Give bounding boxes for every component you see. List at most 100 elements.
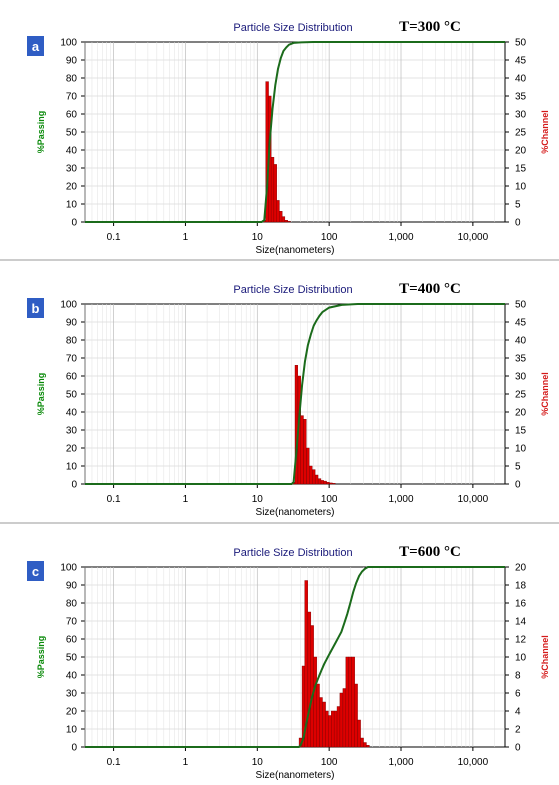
x-axis-label: Size(nanometers) — [256, 245, 335, 256]
right-tick-label: 20 — [515, 563, 527, 574]
chart-title: Particle Size Distribution — [233, 22, 352, 34]
panel-badge — [27, 36, 44, 56]
right-axis-label: %Channel — [540, 635, 550, 679]
panel-letter: c — [32, 564, 39, 579]
right-tick-label: 10 — [515, 653, 527, 664]
right-tick-label: 20 — [515, 408, 527, 419]
left-tick-label: 10 — [66, 200, 78, 211]
x-tick-label: 1,000 — [388, 757, 413, 768]
cumulative-passing-line — [85, 303, 505, 485]
right-tick-label: 5 — [515, 200, 521, 211]
histogram-bar — [312, 469, 316, 485]
left-tick-label: 100 — [60, 300, 77, 311]
x-tick-label: 1,000 — [388, 232, 413, 243]
right-tick-label: 16 — [515, 599, 527, 610]
right-tick-label: 35 — [515, 92, 527, 103]
left-tick-label: 60 — [66, 110, 78, 121]
left-tick-label: 50 — [66, 128, 78, 139]
histogram-bar — [345, 656, 350, 748]
left-axis-label: %Passing — [36, 111, 46, 154]
histogram-bar — [339, 692, 344, 748]
x-tick-label: 10 — [252, 232, 264, 243]
right-axis-label: %Channel — [540, 110, 550, 154]
right-tick-label: 2 — [515, 725, 521, 736]
cumulative-passing-line — [85, 566, 505, 748]
right-tick-label: 20 — [515, 146, 527, 157]
left-tick-label: 100 — [60, 38, 77, 49]
right-tick-label: 6 — [515, 689, 521, 700]
right-tick-label: 8 — [515, 671, 521, 682]
right-tick-label: 35 — [515, 354, 527, 365]
histogram-bar — [287, 221, 291, 223]
histogram-bar — [360, 737, 364, 748]
histogram-bar — [270, 156, 275, 223]
left-tick-label: 90 — [66, 581, 78, 592]
right-tick-label: 45 — [515, 318, 527, 329]
histogram-bar — [329, 482, 333, 485]
right-tick-label: 40 — [515, 336, 527, 347]
histogram-bar — [309, 465, 313, 485]
left-tick-label: 100 — [60, 563, 77, 574]
x-tick-label: 1,000 — [388, 494, 413, 505]
right-tick-label: 10 — [515, 444, 527, 455]
left-tick-label: 90 — [66, 318, 78, 329]
panel-letter: a — [32, 39, 40, 54]
histogram-bar — [273, 164, 277, 223]
left-tick-label: 70 — [66, 354, 78, 365]
x-tick-label: 100 — [321, 494, 338, 505]
x-tick-label: 0.1 — [107, 494, 121, 505]
histogram-bar — [366, 745, 370, 748]
left-tick-label: 70 — [66, 617, 78, 628]
panel-badge — [27, 561, 44, 581]
chart-title: Particle Size Distribution — [233, 284, 352, 296]
right-tick-label: 14 — [515, 617, 527, 628]
left-tick-label: 0 — [71, 218, 77, 229]
histogram-bar — [326, 482, 330, 485]
right-tick-label: 50 — [515, 38, 527, 49]
histogram-bar — [306, 447, 310, 485]
histogram-bar — [276, 200, 280, 223]
right-tick-label: 18 — [515, 581, 527, 592]
left-tick-label: 10 — [66, 462, 78, 473]
histogram-bar — [307, 611, 312, 748]
right-tick-label: 40 — [515, 74, 527, 85]
right-tick-label: 0 — [515, 480, 521, 491]
histogram-bar — [354, 683, 358, 748]
x-tick-label: 10,000 — [458, 494, 489, 505]
histogram-bar — [342, 688, 347, 748]
x-tick-label: 10,000 — [458, 757, 489, 768]
right-tick-label: 4 — [515, 707, 521, 718]
left-tick-label: 40 — [66, 671, 78, 682]
right-tick-label: 0 — [515, 218, 521, 229]
right-tick-label: 25 — [515, 390, 527, 401]
x-tick-label: 0.1 — [107, 757, 121, 768]
histogram-bar — [313, 656, 317, 748]
histogram-bar — [317, 478, 322, 485]
histogram-bar — [336, 706, 341, 748]
left-tick-label: 60 — [66, 372, 78, 383]
x-tick-label: 10 — [252, 757, 264, 768]
histogram-bar — [323, 480, 327, 485]
histogram-bar — [316, 683, 320, 748]
right-tick-label: 0 — [515, 743, 521, 754]
right-tick-label: 30 — [515, 372, 527, 383]
histogram-bar — [348, 656, 353, 748]
right-tick-label: 45 — [515, 56, 527, 67]
histogram-bar — [300, 415, 304, 485]
histogram-bar — [310, 625, 314, 748]
left-tick-label: 10 — [66, 725, 78, 736]
histogram-bar — [325, 710, 329, 748]
x-tick-label: 10,000 — [458, 232, 489, 243]
left-tick-label: 40 — [66, 408, 78, 419]
right-tick-label: 15 — [515, 164, 527, 175]
x-axis-label: Size(nanometers) — [256, 507, 335, 518]
panel-badge — [27, 298, 44, 318]
x-tick-label: 1 — [183, 494, 189, 505]
histogram-bar — [332, 483, 336, 485]
left-tick-label: 20 — [66, 182, 78, 193]
left-tick-label: 50 — [66, 390, 78, 401]
